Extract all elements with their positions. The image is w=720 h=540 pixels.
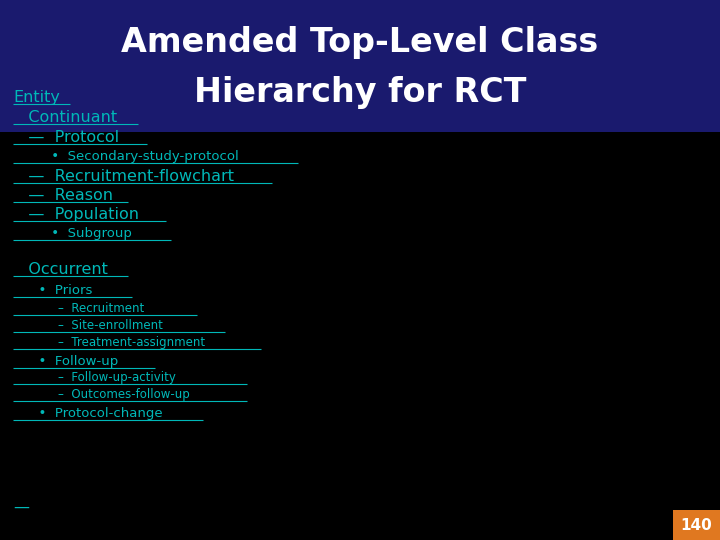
FancyBboxPatch shape: [0, 0, 720, 132]
Text: —: —: [13, 500, 29, 515]
Text: –  Treatment-assignment: – Treatment-assignment: [13, 336, 205, 349]
Text: Entity: Entity: [13, 90, 60, 105]
Text: •  Secondary-study-protocol: • Secondary-study-protocol: [13, 150, 239, 163]
Text: Continuant: Continuant: [13, 110, 117, 125]
Text: •  Follow-up: • Follow-up: [13, 355, 118, 368]
Text: 140: 140: [680, 518, 713, 532]
Text: Amended Top-Level Class: Amended Top-Level Class: [122, 26, 598, 59]
Text: •  Priors: • Priors: [13, 284, 92, 297]
Text: Occurrent: Occurrent: [13, 262, 108, 278]
Text: —  Recruitment-flowchart: — Recruitment-flowchart: [13, 169, 234, 184]
Text: –  Recruitment: – Recruitment: [13, 302, 144, 315]
Text: —  Population: — Population: [13, 207, 139, 222]
Text: –  Follow-up-activity: – Follow-up-activity: [13, 372, 176, 384]
Text: –  Site-enrollment: – Site-enrollment: [13, 319, 163, 332]
Text: •  Protocol-change: • Protocol-change: [13, 407, 163, 420]
Text: –  Outcomes-follow-up: – Outcomes-follow-up: [13, 388, 189, 401]
Text: •  Subgroup: • Subgroup: [13, 227, 132, 240]
Text: —  Protocol: — Protocol: [13, 130, 119, 145]
Text: Hierarchy for RCT: Hierarchy for RCT: [194, 76, 526, 109]
FancyBboxPatch shape: [673, 510, 720, 540]
Text: —  Reason: — Reason: [13, 188, 113, 203]
